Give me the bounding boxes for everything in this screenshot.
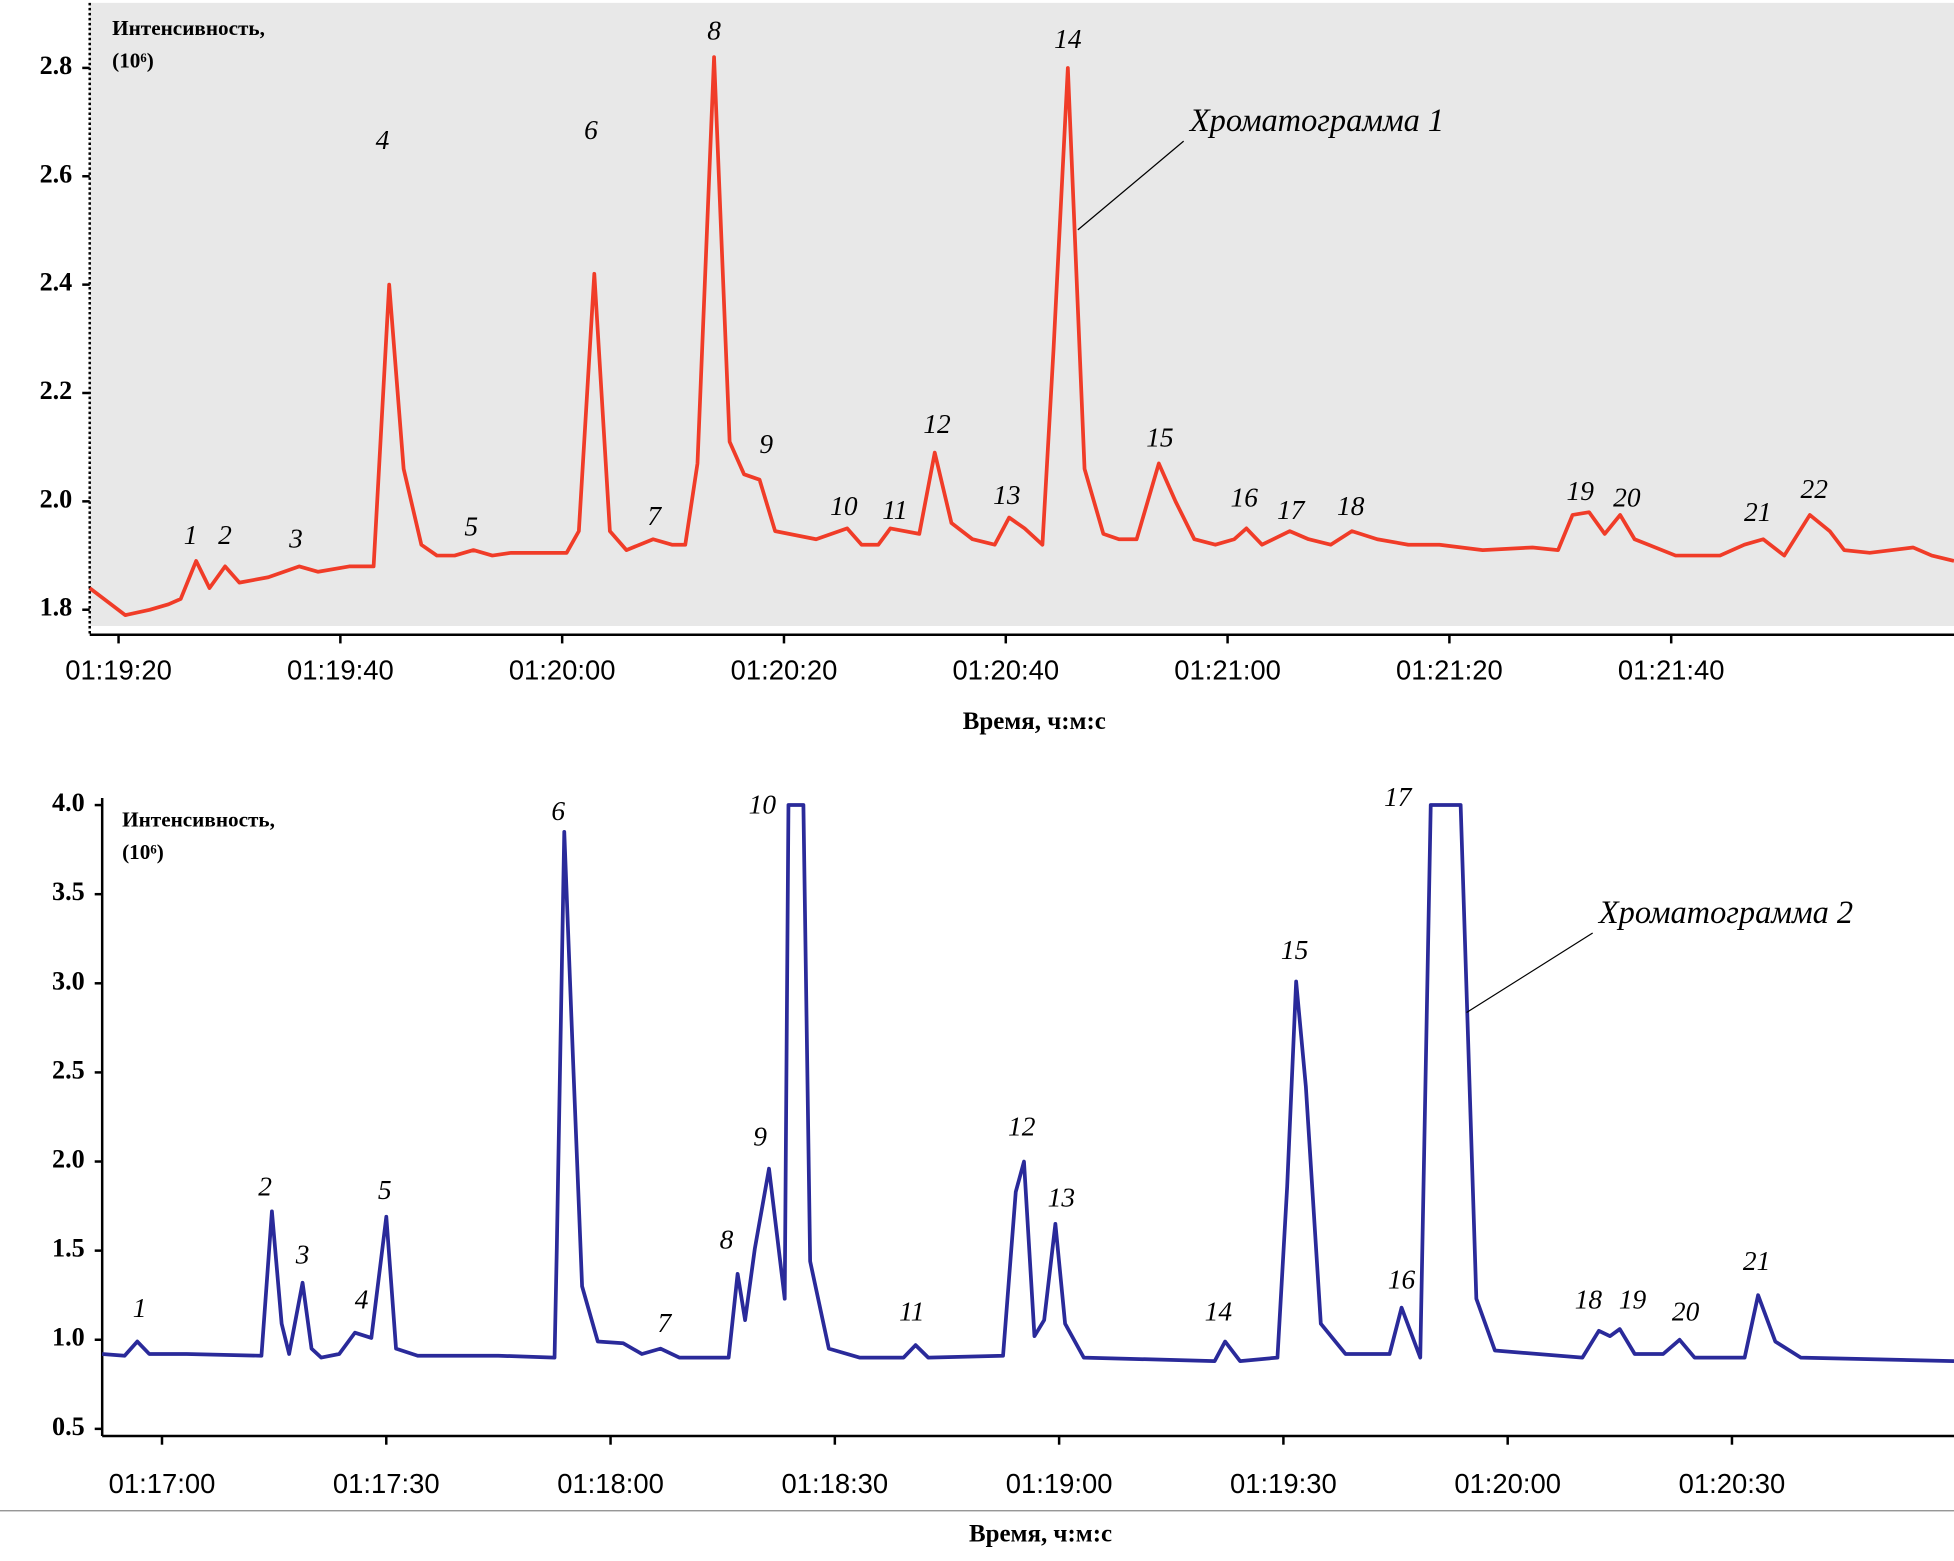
- callout-leader: [1466, 932, 1593, 1014]
- peak-label: 17: [1277, 495, 1306, 525]
- callout-label: Хроматограмма 1: [1188, 103, 1444, 139]
- peak-label: 14: [1205, 1297, 1233, 1327]
- peak-label: 14: [1054, 24, 1082, 54]
- peak-label: 7: [647, 501, 662, 531]
- chromatogram-line: [88, 55, 1954, 618]
- peak-label: 16: [1388, 1264, 1416, 1294]
- peak-label: 6: [584, 115, 598, 145]
- peak-label: 15: [1281, 935, 1308, 965]
- x-axis-label: Время, ч:м:с: [963, 708, 1106, 735]
- peak-label: 20: [1613, 483, 1641, 513]
- peak-label: 1: [184, 520, 198, 550]
- callout-leader: [1077, 140, 1185, 231]
- peak-label: 19: [1619, 1284, 1647, 1314]
- y-tick-label: 3.0: [52, 966, 85, 995]
- x-tick-label: 01:18:30: [781, 1468, 888, 1499]
- plot-background: [89, 2, 1954, 626]
- peak-label: 6: [551, 796, 565, 826]
- peak-label: 15: [1146, 422, 1173, 452]
- y-tick-label: 2.4: [40, 268, 73, 297]
- y-tick-label: 2.5: [52, 1055, 85, 1084]
- peak-label: 9: [753, 1122, 767, 1152]
- peak-label: 4: [355, 1284, 369, 1314]
- peak-label: 12: [923, 409, 951, 439]
- peak-label: 21: [1744, 497, 1771, 527]
- x-tick-label: 01:20:30: [1679, 1468, 1786, 1499]
- x-tick-label: 01:21:40: [1618, 654, 1725, 685]
- peak-label: 10: [830, 491, 858, 521]
- y-tick-label: 1.0: [52, 1323, 85, 1352]
- y-tick-label: 4.0: [52, 788, 85, 817]
- y-tick-label: 2.6: [40, 159, 73, 188]
- x-tick-label: 01:20:20: [731, 654, 838, 685]
- plot-background: [102, 797, 1954, 1436]
- x-tick-label: 01:19:30: [1230, 1468, 1337, 1499]
- peak-label: 16: [1231, 483, 1259, 513]
- peak-label: 2: [218, 520, 232, 550]
- x-tick-label: 01:19:00: [1006, 1468, 1113, 1499]
- x-tick-label: 01:19:40: [287, 654, 394, 685]
- peak-label: 13: [1048, 1182, 1075, 1212]
- peak-label: 8: [707, 16, 721, 46]
- x-tick-label: 01:20:00: [1454, 1468, 1561, 1499]
- y-tick-label: 2.0: [52, 1145, 85, 1174]
- peak-label: 22: [1801, 474, 1829, 504]
- peak-label: 20: [1672, 1297, 1700, 1327]
- y-axis-label: Интенсивность,: [122, 807, 275, 831]
- chromatogram-line: [102, 803, 1954, 1363]
- peak-label: 4: [376, 125, 390, 155]
- peak-label: 11: [882, 495, 907, 525]
- y-tick-label: 2.8: [40, 51, 73, 80]
- peak-label: 10: [749, 790, 777, 820]
- callout-label: Хроматограмма 2: [1597, 895, 1853, 931]
- peak-label: 7: [658, 1308, 673, 1338]
- y-axis-label: Интенсивность,: [112, 16, 265, 40]
- peak-label: 17: [1384, 782, 1413, 812]
- peak-label: 2: [258, 1171, 272, 1201]
- x-axis-label: Время, ч:м:с: [969, 1520, 1112, 1547]
- y-tick-label: 2.2: [40, 376, 73, 405]
- x-tick-label: 01:20:00: [509, 654, 616, 685]
- y-tick-label: 0.5: [52, 1412, 85, 1441]
- peak-label: 1: [133, 1293, 147, 1323]
- y-tick-label: 3.5: [52, 877, 85, 906]
- peak-label: 12: [1008, 1112, 1036, 1142]
- peak-label: 3: [288, 524, 303, 554]
- x-tick-label: 01:19:20: [65, 654, 172, 685]
- peak-label: 11: [899, 1297, 924, 1327]
- peak-label: 5: [378, 1175, 392, 1205]
- peak-label: 19: [1567, 476, 1595, 506]
- x-tick-label: 01:20:40: [952, 654, 1059, 685]
- x-tick-label: 01:17:00: [109, 1468, 216, 1499]
- peak-label: 18: [1337, 491, 1365, 521]
- y-tick-label: 1.8: [40, 593, 73, 622]
- x-tick-label: 01:21:00: [1174, 654, 1281, 685]
- y-tick-label: 2.0: [40, 484, 73, 513]
- peak-label: 5: [464, 511, 478, 541]
- peak-label: 3: [295, 1240, 310, 1270]
- peak-label: 9: [759, 429, 773, 459]
- y-axis-label: (10⁶): [122, 840, 164, 864]
- peak-label: 18: [1575, 1284, 1603, 1314]
- x-tick-label: 01:21:20: [1396, 654, 1503, 685]
- peak-label: 8: [720, 1225, 734, 1255]
- x-tick-label: 01:17:30: [333, 1468, 440, 1499]
- x-tick-label: 01:18:00: [557, 1468, 664, 1499]
- y-tick-label: 1.5: [52, 1234, 85, 1263]
- peak-label: 13: [993, 480, 1020, 510]
- y-axis-label: (10⁶): [112, 49, 154, 73]
- peak-label: 21: [1743, 1246, 1770, 1276]
